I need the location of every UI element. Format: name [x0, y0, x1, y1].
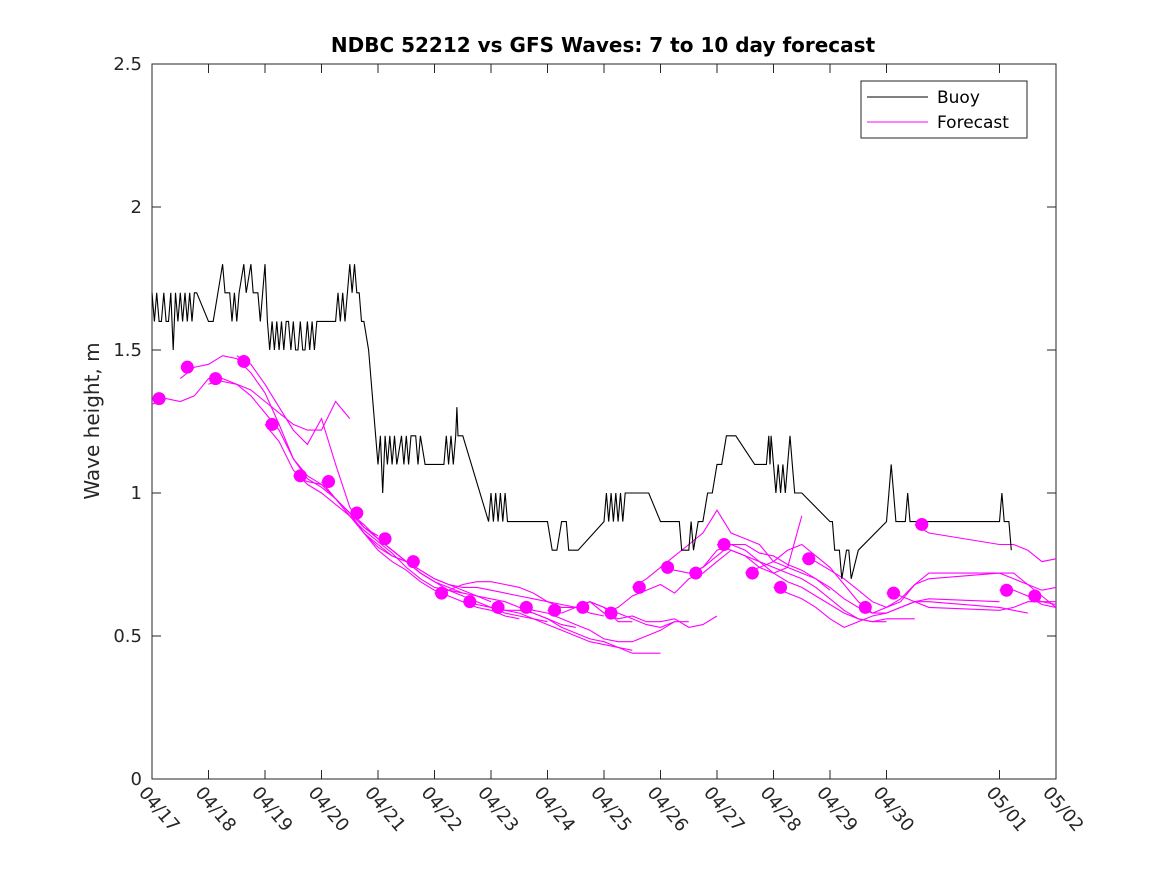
forecast-marker-point [491, 600, 505, 614]
legend-box [860, 80, 1028, 139]
forecast-series-line [716, 543, 915, 623]
forecast-marker-point [802, 552, 816, 566]
forecast-marker-point [858, 600, 872, 614]
y-tick-label: 2.5 [113, 54, 142, 75]
forecast-marker-point [378, 532, 392, 546]
forecast-series-line [208, 378, 407, 563]
forecast-marker-point [293, 469, 307, 483]
forecast-marker-point [435, 586, 449, 600]
forecast-series-line [490, 606, 633, 651]
forecast-marker-point [180, 360, 194, 374]
forecast-marker-point [1028, 589, 1042, 603]
y-tick-label: 0.5 [113, 626, 142, 647]
forecast-series-line [547, 601, 689, 628]
forecast-series-line [151, 377, 351, 431]
forecast-marker-point [915, 517, 929, 531]
forecast-marker-point [887, 586, 901, 600]
buoy-series-line [151, 264, 1012, 579]
forecast-marker-point [237, 354, 251, 368]
y-tick-label: 2 [131, 197, 142, 218]
y-tick-label: 1.5 [113, 340, 142, 361]
forecast-marker-point [406, 555, 420, 569]
y-axis-label: Wave height, m [80, 342, 104, 499]
forecast-series-line [321, 481, 520, 620]
forecast-marker-point [152, 392, 166, 406]
y-tick-label: 0 [131, 769, 142, 790]
y-tick-label: 1 [131, 483, 142, 504]
forecast-marker-point [604, 606, 618, 620]
forecast-marker-point [774, 580, 788, 594]
forecast-marker-point [548, 603, 562, 617]
forecast-series-line [406, 561, 605, 617]
forecast-marker-point [745, 566, 759, 580]
forecast-marker-point [519, 600, 533, 614]
forecast-marker-point [322, 475, 336, 489]
forecast-marker-point [1000, 583, 1014, 597]
forecast-series-line [773, 586, 1028, 629]
forecast-series-line [575, 601, 718, 628]
legend-label-buoy: Buoy [937, 88, 980, 108]
forecast-series-line [603, 515, 803, 614]
forecast-marker-point [265, 417, 279, 431]
chart-title: NDBC 52212 vs GFS Waves: 7 to 10 day for… [331, 33, 876, 57]
forecast-marker-point [350, 506, 364, 520]
forecast-marker-point [463, 595, 477, 609]
forecast-marker-point [576, 600, 590, 614]
forecast-series-line [801, 558, 1057, 608]
forecast-series-line [293, 475, 492, 603]
forecast-series-line [914, 524, 1057, 563]
forecast-marker-point [689, 566, 703, 580]
forecast-marker-point [661, 560, 675, 574]
forecast-marker-point [632, 580, 646, 594]
forecast-series-line [858, 572, 1057, 614]
forecast-marker-point [717, 537, 731, 551]
forecast-marker-point [209, 372, 223, 386]
legend-label-forecast: Forecast [937, 113, 1009, 133]
forecast-series-line [519, 606, 675, 643]
